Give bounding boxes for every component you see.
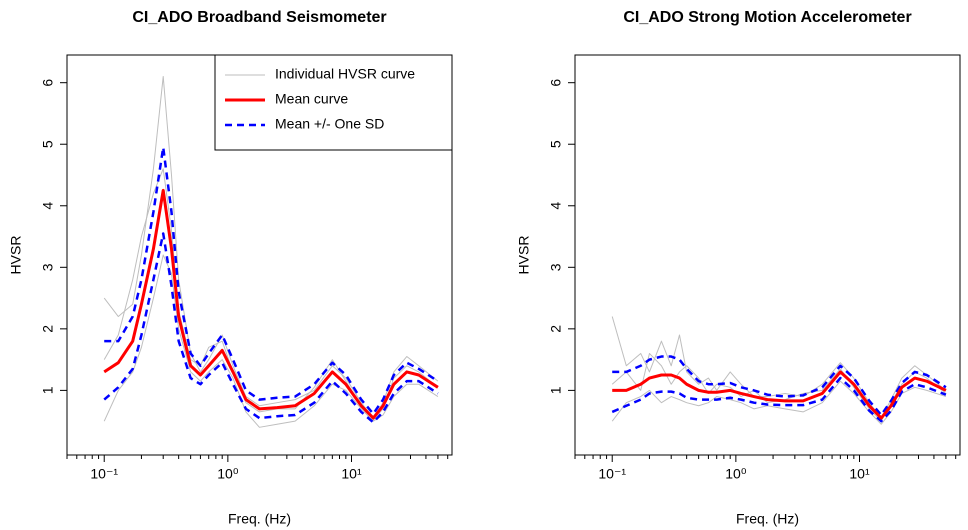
y-axis-label: HVSR: [8, 236, 24, 275]
y-tick-label: 5: [40, 140, 56, 148]
y-tick-label: 3: [548, 263, 564, 271]
series-line: [612, 370, 947, 420]
x-axis-label: Freq. (Hz): [228, 511, 291, 527]
y-tick-label: 6: [548, 79, 564, 87]
x-tick-label: 10⁻¹: [598, 466, 626, 482]
y-tick-label: 5: [548, 140, 564, 148]
series-line: [612, 355, 947, 417]
series-line: [611, 380, 947, 425]
x-tick-label: 10⁰: [217, 466, 239, 482]
series-line: [103, 168, 439, 421]
panel: CI_ADO Strong Motion Accelerometer Freq. …: [516, 9, 961, 527]
series-line: [104, 146, 439, 416]
y-tick-label: 2: [40, 325, 56, 333]
panel: CI_ADO Broadband Seismometer Freq. (Hz) HV…: [8, 9, 453, 527]
legend-box: [214, 54, 453, 151]
x-tick-label: 10¹: [341, 466, 362, 482]
legend-label: Mean +/- One SD: [275, 116, 384, 132]
chart-title: CI_ADO Broadband Seismometer: [132, 9, 386, 26]
x-tick-label: 10¹: [849, 466, 870, 482]
y-tick-label: 6: [40, 79, 56, 87]
y-axis-label: HVSR: [516, 236, 532, 275]
x-tick-label: 10⁻¹: [90, 466, 118, 482]
series-line: [103, 188, 439, 420]
y-tick-label: 1: [548, 386, 564, 394]
legend-label: Individual HVSR curve: [275, 66, 415, 82]
x-axis-label: Freq. (Hz): [736, 511, 799, 527]
legend-label: Mean curve: [275, 91, 348, 107]
y-tick-label: 4: [548, 202, 564, 210]
series-line: [611, 352, 947, 422]
chart-title: CI_ADO Strong Motion Accelerometer: [623, 9, 911, 26]
y-tick-label: 2: [548, 325, 564, 333]
x-tick-label: 10⁰: [725, 466, 747, 482]
y-tick-label: 3: [40, 263, 56, 271]
series-line: [103, 232, 439, 424]
series-line: [611, 376, 947, 423]
plot-frame: [574, 54, 961, 456]
y-tick-label: 1: [40, 386, 56, 394]
y-tick-label: 4: [40, 202, 56, 210]
